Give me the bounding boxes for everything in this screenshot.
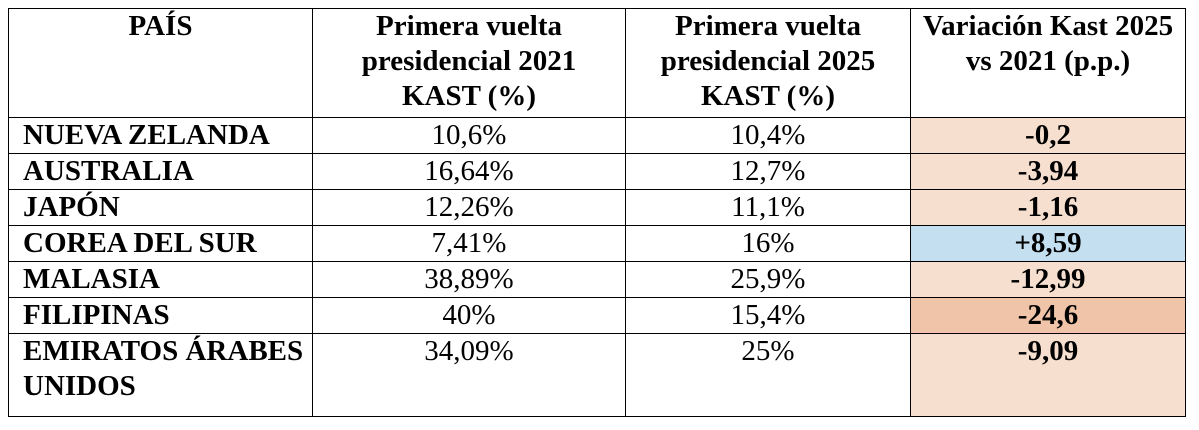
table-row: COREA DEL SUR 7,41% 16% +8,59 [8,225,1186,262]
country-cell: EMIRATOS ÁRABES UNIDOS [8,333,313,417]
table-row: JAPÓN 12,26% 11,1% -1,16 [8,189,1186,226]
country-cell: AUSTRALIA [8,153,313,190]
value-cell: 16,64% [312,153,626,190]
value-cell: -1,16 [910,189,1186,226]
value-cell: 12,26% [312,189,626,226]
header-cell: Primera vuelta presidencial 2021 KAST (%… [312,8,626,118]
value-cell: 11,1% [625,189,911,226]
table-body: NUEVA ZELANDA 10,6% 10,4% -0,2 AUSTRALIA 16,6… [8,117,1186,417]
value-cell: 38,89% [312,261,626,298]
value-cell: 12,7% [625,153,911,190]
value-cell: -9,09 [910,333,1186,417]
country-cell: FILIPINAS [8,297,313,334]
table-row: FILIPINAS 40% 15,4% -24,6 [8,297,1186,334]
table-header: PAÍS Primera vuelta presidencial 2021 KAS… [8,8,1186,118]
value-cell: -0,2 [910,117,1186,154]
country-cell: NUEVA ZELANDA [8,117,313,154]
header-cell: Variación Kast 2025 vs 2021 (p.p.) [910,8,1186,118]
table-row: MALASIA 38,89% 25,9% -12,99 [8,261,1186,298]
value-cell: 34,09% [312,333,626,417]
value-cell: +8,59 [910,225,1186,262]
value-cell: -3,94 [910,153,1186,190]
value-cell: 16% [625,225,911,262]
country-cell: COREA DEL SUR [8,225,313,262]
value-cell: 7,41% [312,225,626,262]
table-row: AUSTRALIA 16,64% 12,7% -3,94 [8,153,1186,190]
country-cell: JAPÓN [8,189,313,226]
header-cell: PAÍS [8,8,313,118]
value-cell: -24,6 [910,297,1186,334]
table-row: EMIRATOS ÁRABES UNIDOS 34,09% 25% -9,09 [8,333,1186,417]
results-table: PAÍS Primera vuelta presidencial 2021 KAS… [8,8,1186,417]
value-cell: 25% [625,333,911,417]
table-row: NUEVA ZELANDA 10,6% 10,4% -0,2 [8,117,1186,154]
value-cell: 25,9% [625,261,911,298]
header-cell: Primera vuelta presidencial 2025 KAST (%… [625,8,911,118]
country-cell: MALASIA [8,261,313,298]
value-cell: 10,6% [312,117,626,154]
value-cell: -12,99 [910,261,1186,298]
value-cell: 10,4% [625,117,911,154]
value-cell: 40% [312,297,626,334]
header-row: PAÍS Primera vuelta presidencial 2021 KAS… [8,8,1186,118]
value-cell: 15,4% [625,297,911,334]
